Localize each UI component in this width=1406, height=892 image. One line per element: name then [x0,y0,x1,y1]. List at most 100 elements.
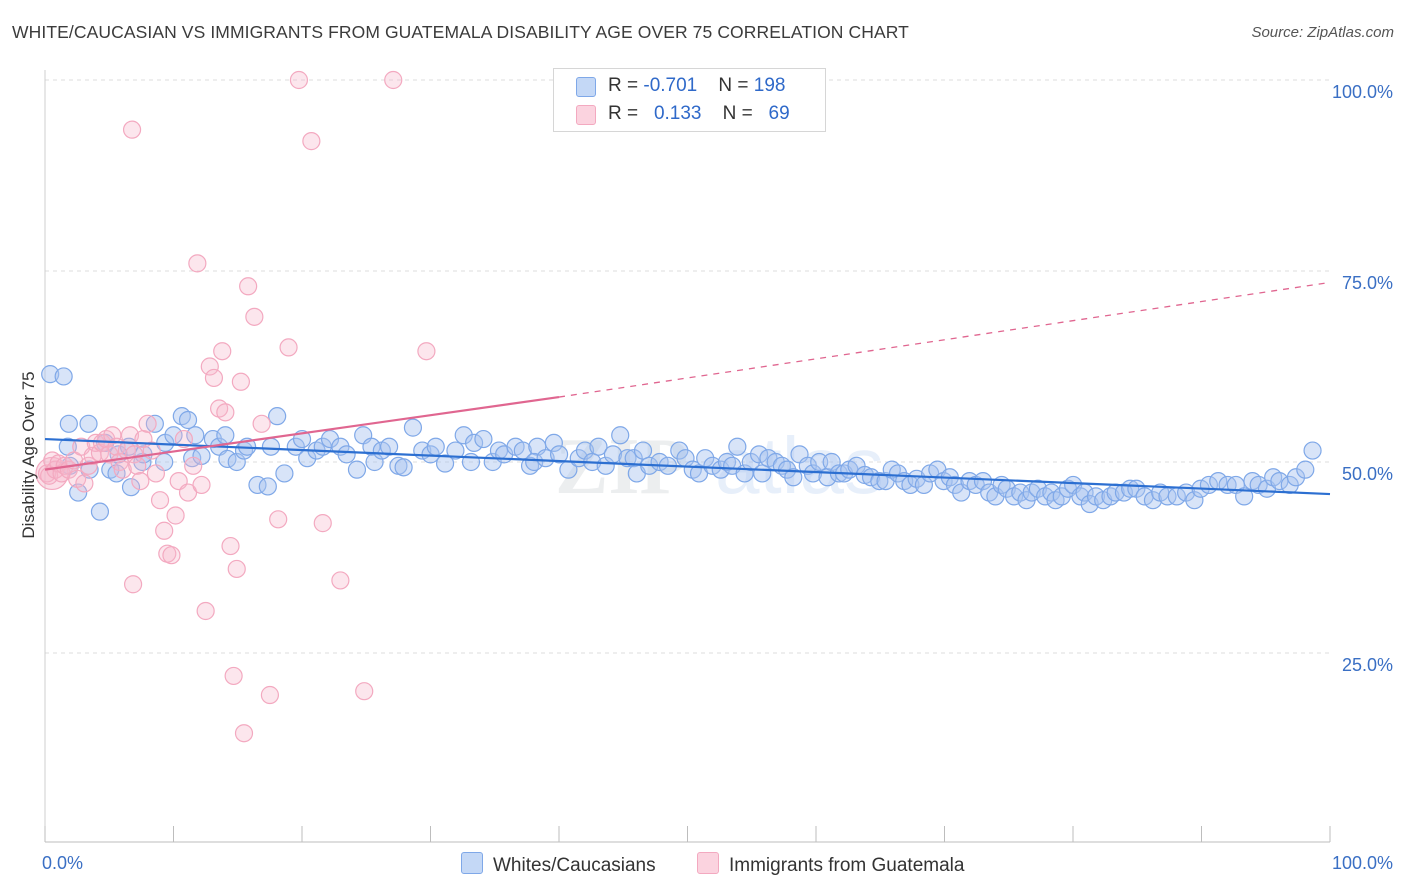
point-guatemala-43 [196,601,215,621]
point-guatemala-29 [138,414,157,433]
legend-swatch-whites [576,77,596,97]
point-guatemala-42 [192,475,211,495]
chart-source: Source: ZipAtlas.com [1251,24,1394,41]
point-whites-108 [784,468,803,487]
legend-n-value-whites: 198 [753,75,786,96]
legend-r-value-whites: -0.701 [643,75,698,96]
point-guatemala-14 [86,433,105,452]
point-guatemala-11 [75,474,94,493]
point-guatemala-65 [384,70,403,90]
y-tick-label-2: 75.0% [1342,273,1393,293]
point-whites-84 [624,449,643,468]
point-guatemala-62 [313,514,332,533]
point-guatemala-68 [122,120,142,139]
point-whites-127 [907,469,926,488]
point-whites-63 [474,429,493,449]
point-guatemala-48 [216,403,235,422]
point-whites-28 [216,426,235,445]
point-whites-59 [446,441,465,460]
point-whites-72 [536,449,555,468]
bottom-legend-label-whites: Whites/Caucasians [493,855,656,876]
legend-r-label: R = [608,103,644,124]
y-tick-label-3: 100.0% [1332,82,1393,102]
point-guatemala-56 [252,414,271,433]
point-whites-36 [268,407,287,426]
point-guatemala-38 [174,429,193,449]
point-whites-121 [870,472,889,491]
x-tick-labels: 0.0% 100.0% [42,853,1393,873]
point-whites-8 [90,502,110,521]
point-guatemala-67 [123,575,143,594]
legend-n-label: N = [718,75,754,96]
point-whites-79 [589,437,608,456]
point-whites-58 [435,454,455,473]
point-whites-57 [426,437,445,456]
point-guatemala-26 [128,456,147,475]
point-whites-35 [261,437,281,456]
point-whites-30 [227,452,246,472]
point-guatemala-55 [245,307,264,326]
point-whites-0 [41,365,60,384]
point-guatemala-41 [188,254,207,273]
point-guatemala-57 [260,685,280,705]
point-guatemala-66 [417,342,436,361]
legend-r-label: R = [608,75,644,96]
stats-legend: R = -0.701 N = 198 R = 0.133 N = 69 [553,68,826,132]
point-whites-80 [596,456,615,475]
point-whites-112 [810,452,829,472]
point-guatemala-51 [227,559,246,579]
point-guatemala-22 [113,460,132,479]
bottom-legend-label-guatemala: Immigrants from Guatemala [729,855,965,876]
x-tick-label-end: 100.0% [1332,853,1393,873]
point-whites-103 [753,464,772,483]
point-whites-146 [1028,479,1048,498]
point-guatemala-39 [178,483,198,502]
point-whites-62 [464,433,484,452]
point-guatemala-53 [234,724,254,743]
point-guatemala-47 [213,342,232,361]
point-whites-83 [618,449,637,468]
bottom-legend-swatch-whites [461,852,483,874]
point-guatemala-44 [200,357,219,376]
x-tick-label-start: 0.0% [42,853,83,873]
trend-line-guatemala [44,395,560,471]
point-whites-102 [750,445,769,464]
point-whites-82 [611,426,630,445]
point-whites-137 [973,472,993,491]
point-whites-51 [379,437,399,456]
point-whites-169 [1185,491,1204,510]
point-guatemala-31 [146,464,165,483]
point-guatemala-64 [355,682,374,701]
point-guatemala-33 [155,521,174,540]
y-tick-label-0: 25.0% [1342,655,1393,675]
point-whites-13 [121,478,141,497]
bottom-legend-guatemala: Immigrants from Guatemala [697,852,964,877]
point-guatemala-35 [162,546,181,565]
point-guatemala-58 [269,510,288,529]
point-whites-93 [689,464,709,483]
point-whites-54 [403,418,423,437]
y-tick-label-1: 50.0% [1342,464,1393,484]
legend-r-value-guatemala: 0.133 [653,103,702,124]
point-whites-99 [728,437,747,456]
chart-title: WHITE/CAUCASIAN VS IMMIGRANTS FROM GUATE… [12,22,909,42]
point-whites-22 [186,426,205,445]
point-guatemala-27 [131,472,150,491]
legend-swatch-guatemala [576,105,596,125]
point-whites-114 [822,452,841,472]
point-whites-5 [59,414,78,433]
point-whites-111 [803,464,823,483]
bottom-legend-swatch-guatemala [697,852,719,874]
point-whites-77 [575,441,595,460]
trend-line-guatemala-projection [558,281,1331,398]
point-guatemala-63 [331,571,350,590]
trend-lines [44,281,1331,496]
point-whites-74 [549,445,569,464]
point-guatemala-12 [79,456,98,475]
legend-n-label: N = [722,103,758,124]
point-whites-60 [454,426,473,445]
point-whites-86 [633,441,653,460]
point-guatemala-19 [103,426,122,445]
point-whites-3 [69,483,88,502]
